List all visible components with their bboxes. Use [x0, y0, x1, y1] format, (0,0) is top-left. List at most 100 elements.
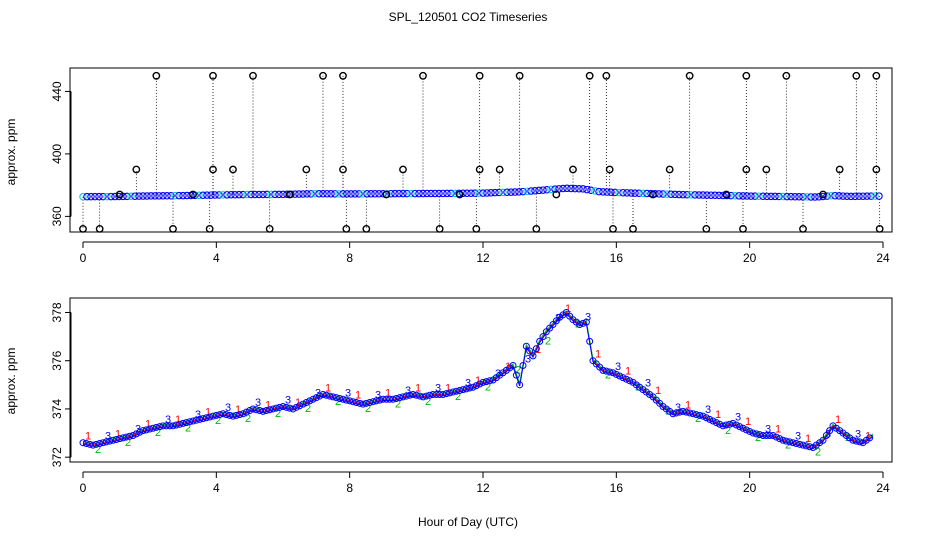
bottom-marker-label: 2 [725, 425, 731, 437]
bottom-data-point [322, 391, 330, 399]
bottom-data-point [292, 403, 300, 411]
bottom-marker-label: 3 [285, 395, 291, 407]
top-baseline-marker [595, 187, 603, 196]
top-baseline-marker [855, 192, 863, 201]
bottom-data-point [849, 436, 857, 444]
top-baseline-marker [679, 190, 687, 199]
top-spike-point [609, 224, 617, 233]
top-spike-point [629, 224, 637, 233]
bottom-data-point [372, 397, 380, 405]
bottom-data-point [296, 402, 304, 410]
bottom-data-point [346, 397, 354, 405]
top-x-tick-label: 8 [346, 251, 353, 265]
bottom-data-point [326, 392, 334, 400]
top-spike-point [852, 71, 861, 80]
bottom-marker-label: 3 [105, 431, 111, 443]
top-baseline-marker [755, 192, 763, 200]
top-baseline-marker [423, 189, 431, 198]
top-baseline-marker [463, 189, 471, 198]
top-baseline-marker [171, 191, 179, 200]
top-baseline-marker [215, 191, 223, 199]
bottom-marker-label: 1 [355, 390, 361, 402]
bottom-data-point [202, 414, 210, 422]
bottom-marker-label: 1 [655, 385, 661, 397]
top-spike-point [475, 71, 484, 80]
bottom-data-point [759, 431, 767, 439]
bottom-marker-label: 3 [345, 387, 351, 399]
top-spike-point [455, 190, 464, 199]
top-baseline-marker [451, 189, 459, 198]
bottom-marker-label: 3 [435, 382, 441, 394]
bottom-marker-label: 3 [615, 361, 621, 373]
bottom-data-point [736, 423, 744, 431]
bottom-marker-label: 1 [445, 382, 451, 394]
bottom-data-point [139, 427, 147, 435]
bottom-data-point [396, 394, 404, 402]
bottom-data-point [669, 410, 677, 418]
bottom-marker-label: 1 [535, 344, 541, 356]
bottom-marker-label: 3 [165, 414, 171, 426]
x-axis-label: Hour of Day (UTC) [418, 515, 518, 529]
top-spike-point [602, 71, 611, 80]
top-baseline-marker [707, 191, 715, 199]
top-spike-point [435, 224, 444, 233]
top-spike-point [872, 165, 881, 174]
bottom-data-point [442, 390, 450, 398]
top-baseline-marker [591, 187, 599, 195]
bottom-data-point [482, 378, 490, 386]
top-baseline-marker [803, 193, 811, 201]
bottom-data-point [212, 411, 220, 419]
top-baseline-marker [623, 189, 631, 197]
top-baseline-marker [823, 192, 831, 200]
top-baseline-marker [331, 190, 339, 198]
top-baseline-marker [127, 192, 135, 201]
bottom-data-point [819, 436, 827, 444]
top-baseline-marker [719, 191, 727, 200]
bottom-plot-frame [69, 297, 893, 463]
bottom-data-point [539, 333, 547, 341]
bottom-y-tick-label: 372 [50, 447, 64, 467]
bottom-data-point [792, 440, 800, 448]
bottom-marker-label: 1 [835, 414, 841, 426]
top-baseline-marker [415, 189, 423, 198]
bottom-data-point [692, 411, 700, 419]
bottom-data-point [529, 352, 537, 360]
top-baseline-marker [311, 190, 319, 198]
top-spike-point [742, 165, 751, 174]
bottom-data-point [269, 405, 277, 413]
top-baseline-marker [439, 189, 447, 198]
bottom-data-point [162, 422, 170, 430]
top-baseline-marker [263, 190, 271, 199]
top-spike-point [209, 71, 217, 80]
bottom-data-point [419, 393, 427, 401]
top-baseline-marker [731, 191, 739, 200]
bottom-data-point [416, 392, 424, 400]
bottom-data-point [232, 411, 240, 419]
bottom-data-point [409, 390, 417, 398]
top-spike-point [475, 165, 484, 174]
bottom-data-point [742, 426, 750, 434]
bottom-data-point [426, 391, 434, 399]
bottom-data-point [349, 398, 357, 406]
bottom-marker-label: 2 [755, 432, 761, 444]
bottom-marker-label: 3 [225, 402, 231, 414]
top-x-tick-label: 12 [476, 251, 490, 265]
bottom-x-tick-label: 24 [876, 481, 890, 495]
bottom-data-point [446, 389, 454, 397]
top-baseline-marker [563, 184, 571, 193]
bottom-marker-label: 1 [505, 361, 511, 373]
top-baseline-marker [743, 192, 751, 200]
bottom-data-point [769, 431, 777, 439]
bottom-data-point [309, 395, 317, 403]
bottom-data-point [132, 430, 140, 438]
bottom-data-point [786, 438, 794, 446]
bottom-data-point [359, 400, 367, 408]
top-baseline-marker [667, 190, 675, 199]
bottom-data-point [102, 438, 110, 446]
top-baseline-marker [767, 192, 775, 201]
top-baseline-marker [831, 191, 839, 200]
top-baseline-marker [255, 190, 263, 199]
top-spike-point [319, 71, 327, 80]
top-baseline-marker [227, 191, 235, 199]
bottom-data-point [176, 420, 184, 428]
